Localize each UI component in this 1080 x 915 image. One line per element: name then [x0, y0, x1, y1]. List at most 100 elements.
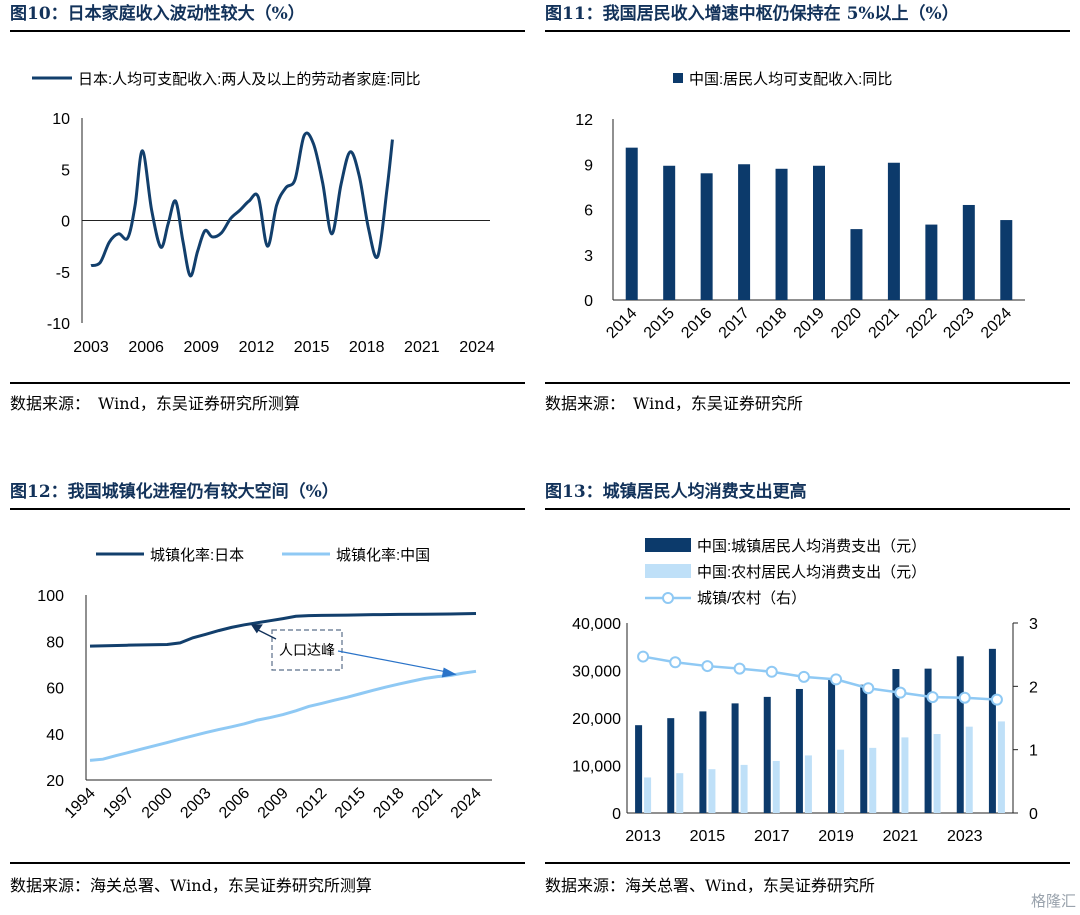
legend-label: 中国:农村居民人均消费支出（元）: [697, 564, 926, 581]
ratio-point: [958, 691, 971, 704]
panel-fig12: 图12：我国城镇化进程仍有较大空间（%） 城镇化率:日本 城镇化率:中国 100 80…: [10, 478, 525, 908]
x-tick-label: 2003: [177, 785, 214, 822]
x-tick-label: 2017: [754, 828, 790, 845]
bar: [813, 165, 825, 300]
x-tick-label: 2015: [294, 339, 330, 356]
bar-urban: [763, 696, 771, 813]
divider: [10, 30, 525, 32]
y-tick-label-right: 0: [1029, 806, 1038, 823]
panel-fig11: 图11：我国居民收入增速中枢仍保持在 5%以上（%） 中国:居民人均可支配收入:…: [545, 0, 1070, 420]
legend-swatch: [645, 564, 691, 578]
x-tick-label: 2014: [603, 305, 640, 342]
bar-rural: [676, 773, 684, 813]
x-tick-label: 2019: [791, 305, 828, 342]
x-tick-label: 2024: [459, 339, 495, 356]
ratio-line: [642, 655, 997, 701]
annotation-arrow-line: [337, 650, 445, 673]
bar-urban: [892, 669, 900, 813]
y-tick-label: 12: [575, 112, 593, 129]
x-tick-label: 2006: [216, 785, 253, 822]
bar-rural: [933, 733, 941, 813]
x-tick-label: 2003: [73, 339, 109, 356]
bar-urban: [956, 656, 964, 813]
x-tick-label: 2021: [409, 785, 446, 822]
x-tick-label: 2021: [883, 828, 919, 845]
y-tick-label: -10: [47, 316, 70, 333]
bar-rural: [997, 721, 1005, 813]
ratio-point: [990, 693, 1003, 706]
x-tick-label: 2021: [866, 305, 903, 342]
x-tick-label: 2015: [690, 828, 726, 845]
x-tick-label: 2023: [940, 305, 977, 342]
x-tick-label: 2017: [716, 305, 753, 342]
source-note: 数据来源： Wind，东吴证券研究所: [545, 394, 803, 413]
ratio-point: [765, 665, 778, 678]
x-tick-label: 2006: [128, 339, 164, 356]
divider: [545, 30, 1070, 32]
bar: [663, 165, 676, 300]
annotation-label: 人口达峰: [279, 642, 335, 658]
bar-rural: [837, 749, 845, 813]
bar-urban: [635, 725, 643, 813]
y-tick-label-right: 3: [1029, 616, 1038, 633]
bar: [925, 224, 938, 300]
y-tick-label: 10: [52, 111, 70, 128]
bar: [962, 204, 975, 300]
y-tick-label-right: 2: [1029, 679, 1038, 696]
y-tick-label: 9: [584, 157, 593, 174]
annotation-arrow-line: [256, 628, 277, 640]
ratio-point: [830, 673, 843, 686]
bar: [1000, 220, 1013, 300]
y-tick-label: 60: [46, 681, 64, 698]
x-tick-label: 2022: [903, 305, 940, 342]
y-tick-label-left: 20,000: [572, 711, 621, 728]
divider: [545, 508, 1070, 510]
annotation-box: [271, 629, 343, 671]
x-tick-label: 2021: [404, 339, 440, 356]
source-note: 数据来源：海关总署、Wind，东吴证券研究所测算: [10, 876, 372, 895]
divider: [10, 508, 525, 510]
x-tick-label: 2024: [978, 305, 1015, 342]
x-tick-label: 2018: [370, 785, 407, 822]
y-tick-label: -5: [56, 265, 70, 282]
x-tick-label: 2024: [448, 785, 485, 822]
y-tick-label-left: 0: [612, 806, 621, 823]
x-tick-label: 2009: [183, 339, 219, 356]
source-note: 数据来源： Wind，东吴证券研究所测算: [10, 394, 300, 413]
divider: [545, 382, 1070, 384]
ratio-point: [797, 670, 810, 683]
divider: [545, 862, 1070, 864]
bar-rural: [901, 737, 909, 813]
chart-title: 图11：我国居民收入增速中枢仍保持在 5%以上（%）: [545, 4, 959, 24]
x-tick-label: 2015: [641, 305, 678, 342]
bar-rural: [644, 777, 652, 813]
annotation-arrowhead: [250, 624, 263, 634]
chart-title: 图10：日本家庭收入波动性较大（%）: [10, 4, 305, 24]
divider: [10, 382, 525, 384]
ratio-point: [669, 656, 682, 669]
ratio-point: [926, 691, 939, 704]
y-tick-label: 0: [584, 293, 593, 310]
series-line: [90, 131, 394, 278]
bar-rural: [740, 764, 748, 813]
x-tick-label: 2012: [293, 785, 330, 822]
annotation-arrowhead: [441, 667, 457, 678]
y-tick-label-right: 1: [1029, 743, 1038, 760]
legend-label: 中国:居民人均可支配收入:同比: [689, 71, 892, 88]
x-tick-label: 2013: [625, 828, 661, 845]
y-tick-label: 6: [584, 203, 593, 220]
y-tick-label: 100: [37, 588, 64, 605]
x-tick-label: 2015: [332, 785, 369, 822]
combo-chart-consumption: 中国:城镇居民人均消费支出（元） 中国:农村居民人均消费支出（元） 城镇/农村（右）…: [572, 538, 1038, 845]
bar-urban: [731, 703, 739, 813]
panel-fig10: 图10：日本家庭收入波动性较大（%） 日本:人均可支配收入:两人及以上的劳动者家…: [10, 0, 525, 420]
legend-label: 中国:城镇居民人均消费支出（元）: [697, 538, 926, 555]
y-tick-label-left: 10,000: [572, 759, 621, 776]
x-tick-label: 2000: [139, 785, 176, 822]
bar-urban: [924, 668, 932, 813]
bar: [700, 173, 713, 300]
legend-label: 城镇/农村（右）: [697, 590, 806, 607]
watermark-logo: 格隆汇: [1030, 892, 1076, 910]
